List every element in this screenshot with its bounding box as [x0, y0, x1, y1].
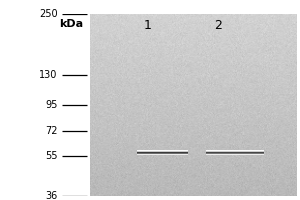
- Text: 72: 72: [45, 126, 58, 136]
- Text: 95: 95: [45, 100, 58, 110]
- Text: kDa: kDa: [59, 19, 83, 29]
- Text: 36: 36: [45, 191, 58, 200]
- Text: 55: 55: [45, 151, 58, 161]
- Text: 130: 130: [39, 70, 58, 80]
- Text: 2: 2: [214, 19, 222, 32]
- Text: 250: 250: [39, 9, 58, 19]
- Text: 1: 1: [144, 19, 152, 32]
